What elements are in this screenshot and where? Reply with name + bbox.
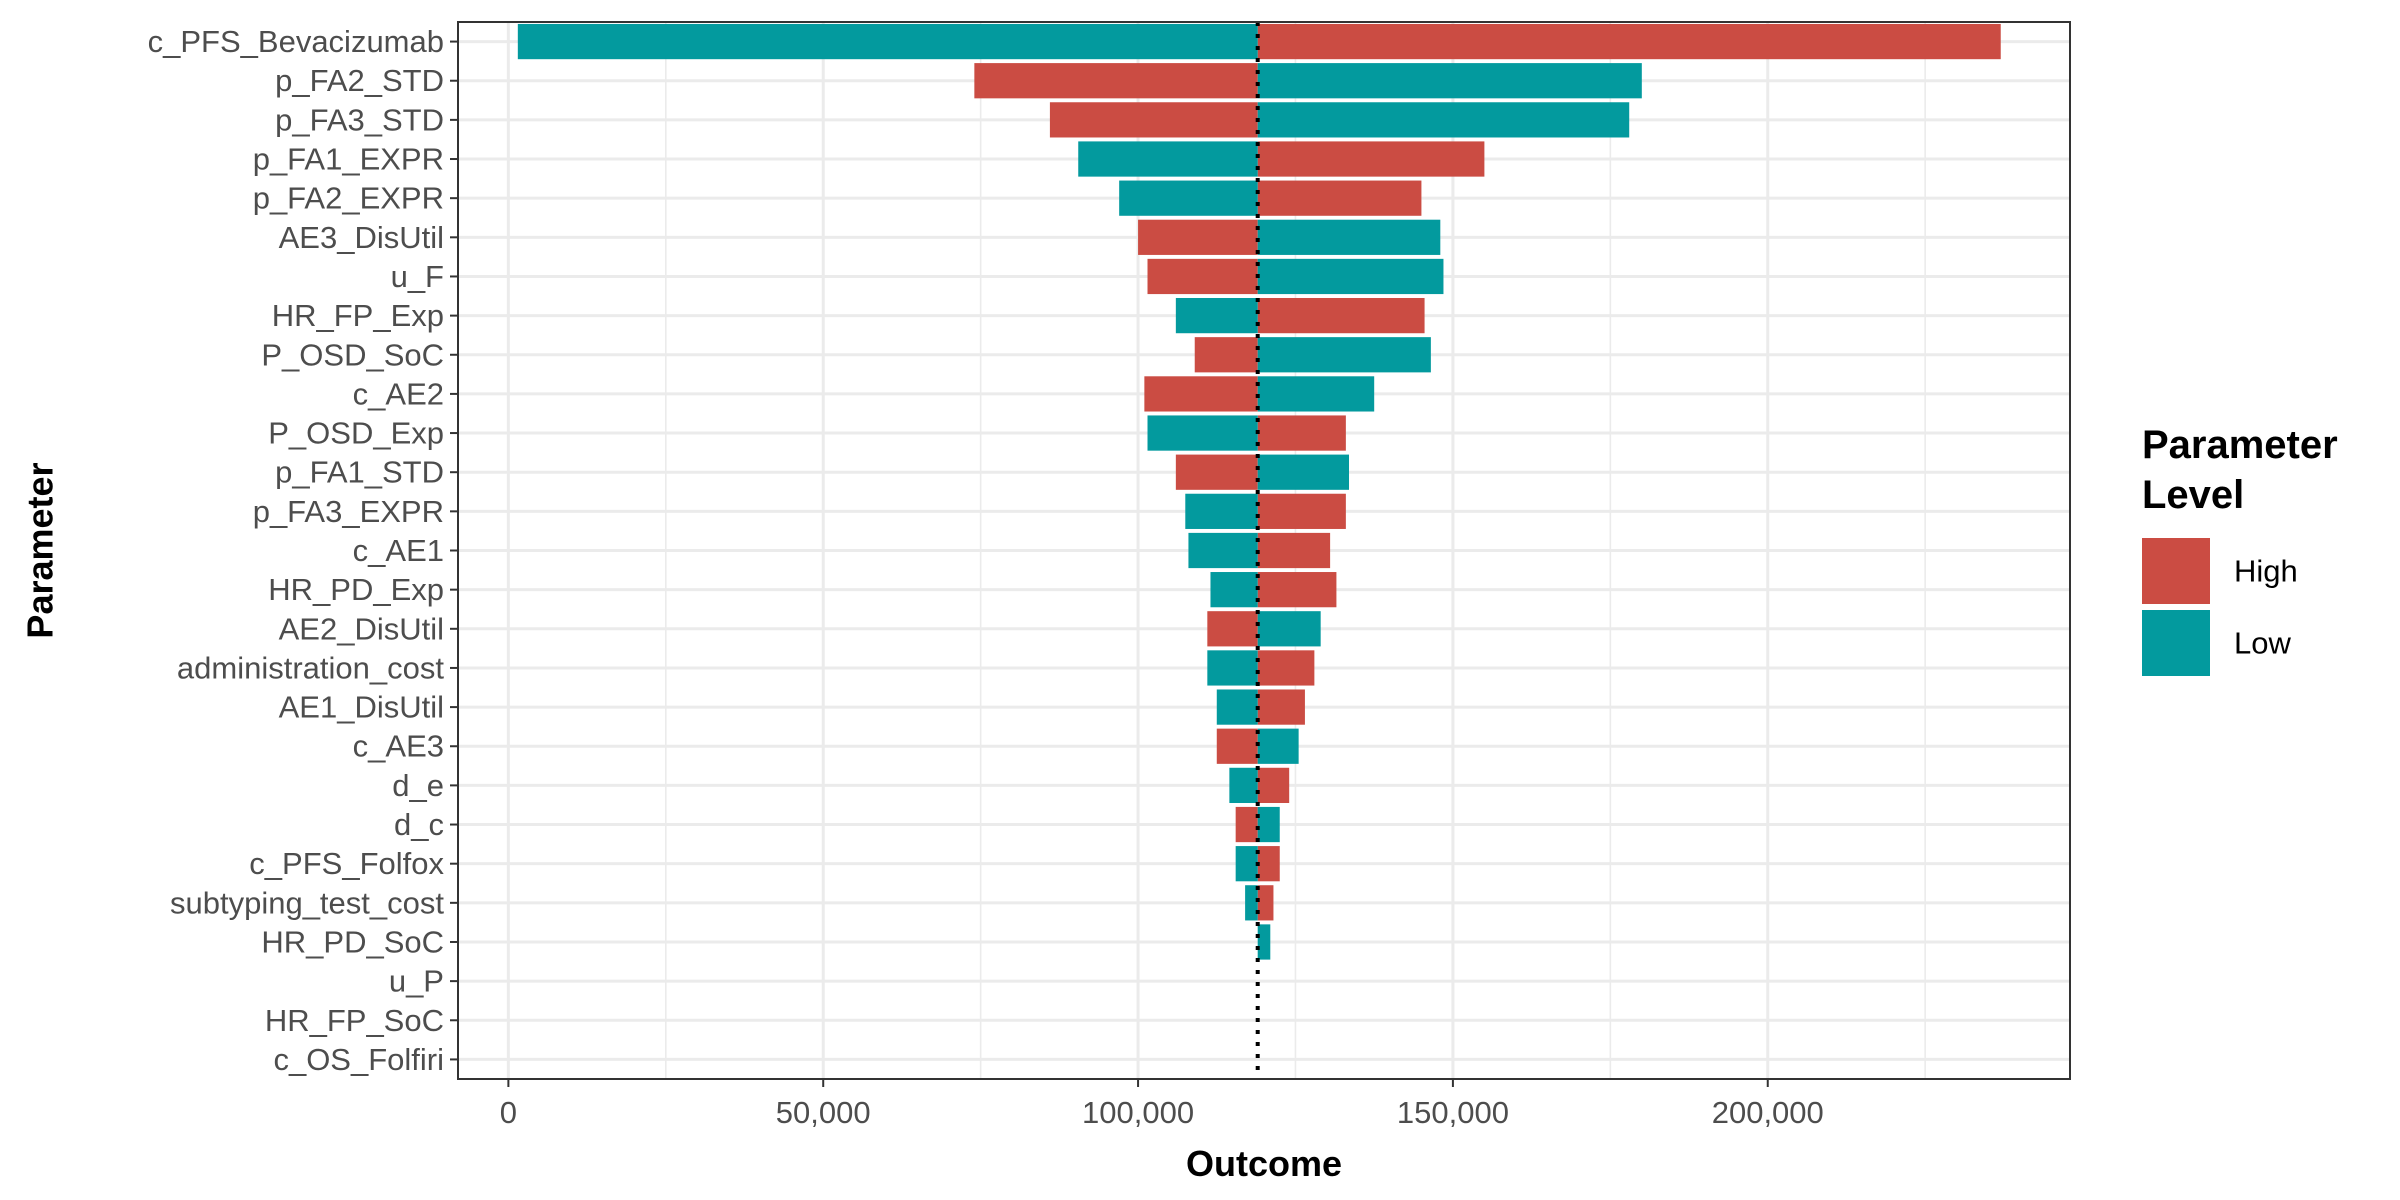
bar-low-p_FA1_STD [1257, 454, 1350, 490]
y-tick-label: c_OS_Folfiri [273, 1042, 444, 1077]
y-tick-label: p_FA2_STD [275, 63, 444, 98]
y-tick-label: c_PFS_Bevacizumab [148, 24, 444, 59]
bar-high-P_OSD_Exp [1257, 415, 1346, 451]
bar-high-subtyping_test_cost [1257, 885, 1274, 921]
bar-high-p_FA2_STD [974, 63, 1258, 99]
bar-high-AE3_DisUtil [1138, 219, 1258, 255]
bar-high-HR_FP_Exp [1257, 297, 1425, 334]
bar-low-administration_cost [1207, 650, 1258, 686]
legend-title-line-1: Parameter [2142, 423, 2338, 467]
bar-high-p_FA3_EXPR [1257, 493, 1346, 529]
legend-key-high [2142, 538, 2210, 604]
bar-low-p_FA2_STD [1257, 63, 1642, 99]
bar-low-c_AE3 [1257, 728, 1299, 764]
bar-low-d_c [1257, 806, 1280, 843]
bar-high-c_PFS_Folfox [1257, 846, 1280, 882]
bar-low-p_FA3_STD [1257, 102, 1630, 138]
bar-low-AE2_DisUtil [1257, 611, 1321, 647]
bar-low-p_FA3_EXPR [1185, 493, 1258, 529]
bar-high-p_FA3_STD [1049, 102, 1258, 138]
y-tick-label: P_OSD_SoC [261, 337, 444, 372]
bar-high-p_FA2_EXPR [1257, 180, 1422, 216]
y-tick-label: u_F [391, 259, 444, 294]
bar-low-P_OSD_Exp [1147, 415, 1258, 451]
bar-high-c_AE1 [1257, 532, 1331, 569]
y-tick-label: p_FA3_STD [275, 102, 444, 137]
y-tick-label: HR_FP_Exp [272, 298, 444, 333]
bar-low-p_FA2_EXPR [1119, 180, 1258, 216]
y-tick-label: AE2_DisUtil [279, 611, 444, 646]
bar-high-administration_cost [1257, 650, 1315, 686]
bar-high-p_FA1_EXPR [1257, 141, 1485, 177]
y-tick-label: AE1_DisUtil [279, 690, 444, 725]
bar-high-d_e [1257, 767, 1290, 804]
y-tick-label: subtyping_test_cost [170, 885, 444, 920]
legend-label-low: Low [2234, 626, 2291, 661]
bar-low-u_F [1257, 258, 1444, 295]
x-tick-label: 100,000 [1082, 1095, 1194, 1130]
y-tick-label: HR_PD_SoC [261, 924, 444, 959]
bar-low-AE1_DisUtil [1216, 689, 1258, 725]
y-tick-label: c_AE1 [353, 533, 444, 568]
x-tick-label: 150,000 [1397, 1095, 1509, 1130]
y-axis-title: Parameter [20, 462, 61, 638]
bar-high-p_FA1_STD [1175, 454, 1258, 490]
bar-high-d_c [1235, 806, 1258, 843]
y-tick-label: c_AE2 [353, 376, 444, 411]
bar-low-P_OSD_SoC [1257, 337, 1431, 373]
bar-low-subtyping_test_cost [1245, 885, 1258, 921]
legend-key-low [2142, 610, 2210, 676]
y-tick-label: HR_PD_Exp [268, 572, 444, 607]
bar-low-c_PFS_Bevacizumab [517, 23, 1258, 60]
y-tick-label: c_AE3 [353, 729, 444, 764]
bar-high-c_AE3 [1216, 728, 1258, 764]
bar-low-d_e [1229, 767, 1258, 804]
bar-high-HR_PD_Exp [1257, 572, 1337, 608]
bar-high-u_F [1147, 258, 1258, 295]
bar-low-HR_PD_SoC [1257, 924, 1271, 960]
bar-high-AE1_DisUtil [1257, 689, 1305, 725]
x-axis-title: Outcome [1186, 1143, 1342, 1184]
bar-low-AE3_DisUtil [1257, 219, 1441, 255]
bar-low-HR_PD_Exp [1210, 572, 1258, 608]
legend-title-line-2: Level [2142, 473, 2244, 517]
bar-low-c_PFS_Folfox [1235, 846, 1258, 882]
bar-high-AE2_DisUtil [1207, 611, 1258, 647]
bar-low-HR_FP_Exp [1175, 297, 1258, 334]
bar-low-c_AE2 [1257, 376, 1375, 412]
bar-low-c_AE1 [1188, 532, 1258, 569]
y-tick-layer: c_PFS_Bevacizumab p_FA2_STD p_FA3_STD p_FA1… [148, 24, 458, 1077]
bar-low-p_FA1_EXPR [1078, 141, 1258, 177]
bar-high-P_OSD_SoC [1194, 337, 1258, 373]
y-tick-label: p_FA1_STD [275, 455, 444, 490]
y-tick-label: HR_FP_SoC [265, 1003, 444, 1038]
legend-entries: High Low [2142, 538, 2298, 676]
y-tick-label: AE3_DisUtil [279, 220, 444, 255]
y-tick-label: d_e [392, 768, 444, 803]
x-tick-layer: 0 50,000 100,000 150,000 200,000 [500, 1079, 1824, 1130]
bar-high-c_PFS_Bevacizumab [1257, 23, 2001, 60]
y-tick-label: P_OSD_Exp [268, 416, 444, 451]
y-tick-label: p_FA2_EXPR [253, 181, 444, 216]
legend-label-high: High [2234, 554, 2298, 589]
bar-layer [517, 23, 2001, 960]
bar-high-c_AE2 [1144, 376, 1258, 412]
y-tick-label: d_c [394, 807, 444, 842]
y-tick-label: u_P [389, 964, 444, 999]
y-tick-label: c_PFS_Folfox [249, 846, 444, 881]
x-tick-label: 0 [500, 1095, 517, 1130]
y-tick-label: administration_cost [177, 650, 444, 685]
x-tick-label: 200,000 [1712, 1095, 1824, 1130]
y-tick-label: p_FA1_EXPR [253, 142, 444, 177]
y-tick-label: p_FA3_EXPR [253, 494, 444, 529]
legend: Parameter Level High Low [2142, 423, 2338, 676]
x-tick-label: 50,000 [776, 1095, 871, 1130]
